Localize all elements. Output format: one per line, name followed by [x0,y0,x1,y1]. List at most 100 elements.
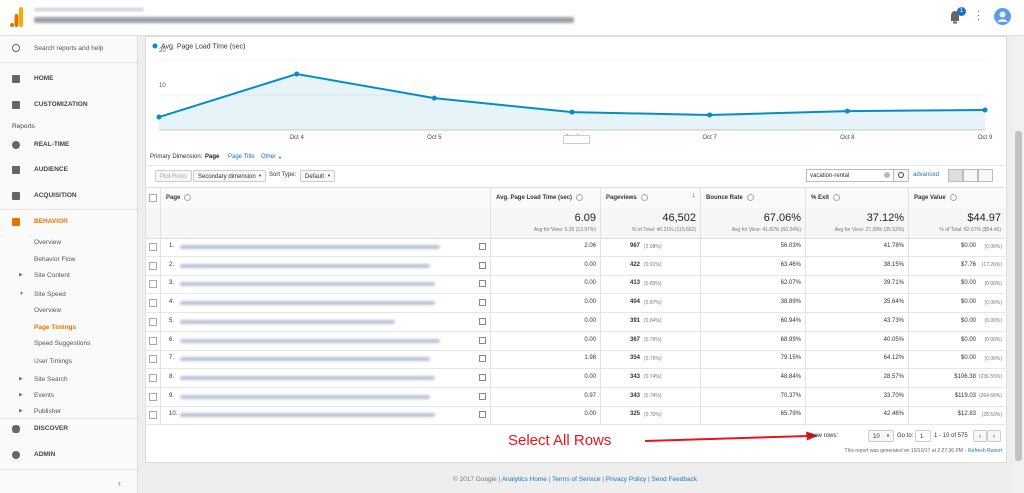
nav-item[interactable]: ADMIN [34,451,56,458]
page-url[interactable] [180,282,435,287]
nav-item[interactable]: REAL-TIME [34,141,70,148]
nav-item[interactable]: Page Timings [34,324,77,331]
page-url[interactable] [180,338,440,343]
nav-item[interactable]: Behavior Flow [34,256,76,263]
nav-item[interactable]: HOME [34,75,54,82]
header-label[interactable]: Bounce Rate [706,195,743,202]
header-label[interactable]: Page [166,195,181,202]
column-header[interactable]: Page Value [914,194,957,201]
cell-percent: (0.87%) [644,299,662,306]
row-checkbox[interactable] [149,261,157,270]
collapse-sidebar[interactable]: ‹ [118,478,121,488]
chart-collapse[interactable] [563,135,590,144]
column-header[interactable]: % Exit [811,194,841,202]
footer-link[interactable]: Terms of Service [552,476,601,483]
footer-link[interactable]: Analytics Home [501,476,547,483]
footer-link[interactable]: Send Feedback [651,476,698,483]
page-url[interactable] [180,375,435,380]
nav-item[interactable]: Site Content [34,272,70,279]
footer-link[interactable]: Privacy Policy [605,476,647,483]
nav-item[interactable]: Site Speed [34,291,66,298]
help-icon[interactable] [949,194,957,201]
menu-dots[interactable]: · · · [977,6,981,25]
header-label[interactable]: Pageviews [606,195,637,202]
help-icon[interactable] [746,194,754,201]
scroll-thumb[interactable] [1015,131,1022,461]
help-icon[interactable] [184,194,192,201]
row-checkbox[interactable] [149,355,157,364]
row-checkbox[interactable] [149,299,157,308]
secondary-dimension[interactable]: Secondary dimension [193,170,266,182]
header-label[interactable]: Page Value [914,195,946,202]
plot-rows-button[interactable]: Plot Rows [155,170,193,182]
view-toggle[interactable] [978,169,993,182]
nav-item[interactable]: AUDIENCE [34,166,68,173]
column-header[interactable]: Bounce Rate [706,194,754,201]
nav-item[interactable]: ACQUISITION [34,192,77,199]
view-toggle[interactable] [948,169,963,182]
next-page[interactable]: › [987,430,1001,442]
page-url[interactable] [180,394,430,399]
column-header[interactable]: Avg. Page Load Time (sec) [496,194,584,202]
nav-item[interactable]: Overview [34,307,62,314]
row-checkbox[interactable] [149,411,157,420]
row-checkbox[interactable] [149,336,157,345]
total-value: 6.09 [574,212,596,224]
page-url[interactable] [180,319,395,324]
column-header[interactable]: Pageviews [606,194,648,201]
dimension-option[interactable]: Page Title [228,154,255,160]
open-link-icon[interactable] [479,280,486,288]
help-icon[interactable] [833,194,841,201]
open-link-icon[interactable] [479,336,486,344]
open-link-icon[interactable] [479,299,486,307]
nav-item[interactable]: CUSTOMIZATION [34,101,88,108]
nav-item[interactable]: Events [34,392,54,399]
avatar[interactable] [994,8,1011,25]
search-link[interactable]: Search reports and help [34,45,104,52]
clear-search[interactable] [884,172,890,178]
open-link-icon[interactable] [479,243,486,250]
page-url[interactable] [180,413,435,418]
row-checkbox[interactable] [149,317,157,326]
row-checkbox[interactable] [149,373,157,382]
prev-page[interactable]: ‹ [973,430,987,442]
page-url[interactable] [180,357,430,362]
nav-item[interactable]: Overview [34,239,62,246]
nav-item[interactable]: Site Search [34,376,68,383]
page-url[interactable] [180,301,435,306]
nav-item[interactable]: DISCOVER [34,425,68,432]
nav-item[interactable]: Publisher [34,408,62,415]
row-checkbox[interactable] [149,243,157,251]
advanced-link[interactable]: advanced [913,172,940,178]
header-label[interactable]: % Exit [811,195,830,202]
nav-item[interactable]: User Timings [34,358,72,365]
help-icon[interactable] [640,194,648,201]
scrollbar[interactable] [1013,36,1024,493]
open-link-icon[interactable] [479,261,486,269]
cell: $0.00 [960,355,976,362]
nav-item[interactable]: Speed Suggestions [34,340,91,347]
view-toggle[interactable] [963,169,978,182]
open-link-icon[interactable] [479,411,486,419]
sort-type[interactable]: Default [300,170,335,182]
refresh-link[interactable]: Refresh Report [968,448,1002,454]
cell: 42.46% [883,411,904,418]
help-icon[interactable] [576,194,584,201]
dimension-option[interactable]: Other [261,154,277,160]
open-link-icon[interactable] [479,355,486,363]
open-link-icon[interactable] [479,392,486,400]
page-url[interactable] [180,263,430,268]
table-search[interactable]: vacation-rental [806,169,894,182]
nav-item[interactable]: BEHAVIOR [34,218,68,225]
row-checkbox[interactable] [149,392,157,401]
select-all-checkbox[interactable] [149,194,157,202]
header-label[interactable]: Avg. Page Load Time (sec) [496,195,573,202]
rows-select[interactable]: 10 [868,430,894,442]
column-header[interactable]: Page [166,194,192,202]
page-url[interactable] [180,245,440,249]
dimension-option[interactable]: Page [205,154,220,160]
open-link-icon[interactable] [479,317,486,325]
open-link-icon[interactable] [479,373,486,381]
row-checkbox[interactable] [149,280,157,289]
goto-input[interactable]: 1 [915,430,931,442]
